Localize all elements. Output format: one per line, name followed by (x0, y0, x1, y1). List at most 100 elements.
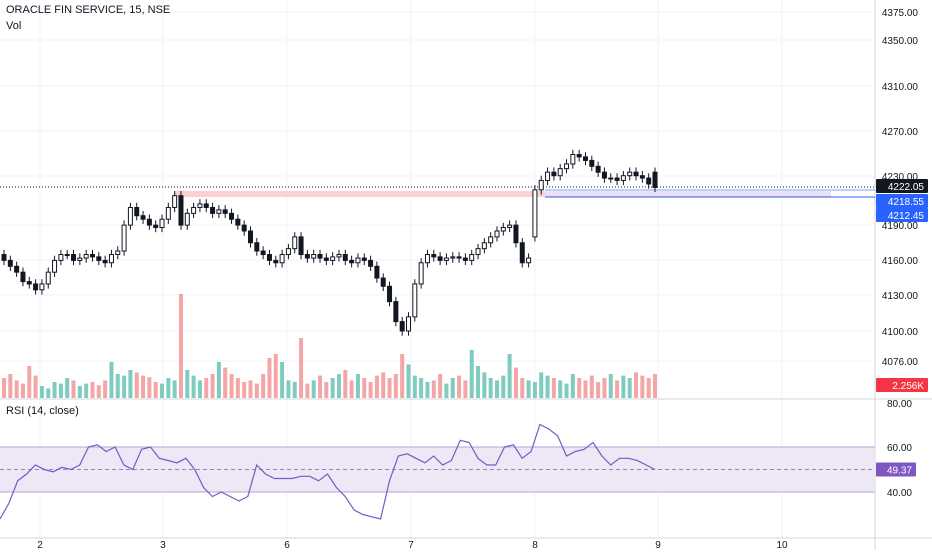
candle[interactable] (304, 254, 310, 259)
candle[interactable] (380, 277, 386, 287)
candle[interactable] (203, 203, 209, 208)
candle[interactable] (260, 250, 266, 256)
candle[interactable] (601, 171, 607, 179)
candle[interactable] (368, 259, 374, 267)
candle[interactable] (229, 212, 235, 220)
candle[interactable] (172, 195, 178, 208)
candle[interactable] (134, 206, 140, 217)
candle[interactable] (627, 171, 633, 177)
candle[interactable] (589, 159, 595, 167)
candle[interactable] (115, 250, 121, 256)
candle[interactable] (481, 242, 487, 250)
candle[interactable] (140, 215, 146, 220)
candle[interactable] (292, 236, 298, 250)
candle[interactable] (595, 165, 601, 173)
candle[interactable] (475, 248, 481, 256)
candle[interactable] (500, 226, 506, 232)
candle[interactable] (399, 321, 405, 332)
candle[interactable] (45, 271, 51, 285)
candle[interactable] (77, 257, 83, 261)
candle[interactable] (374, 265, 380, 279)
candle[interactable] (14, 265, 20, 273)
candle[interactable] (108, 254, 114, 264)
candle[interactable] (412, 283, 418, 318)
candle[interactable] (462, 257, 468, 261)
candle[interactable] (311, 254, 317, 259)
candle[interactable] (538, 179, 544, 191)
candle[interactable] (197, 203, 203, 208)
candle[interactable] (633, 171, 639, 177)
candle[interactable] (393, 301, 399, 323)
candle[interactable] (33, 283, 39, 291)
candle[interactable] (349, 259, 355, 264)
candle[interactable] (488, 236, 494, 244)
candle[interactable] (494, 230, 500, 238)
candle[interactable] (279, 254, 285, 264)
candle[interactable] (89, 254, 95, 258)
candle[interactable] (159, 218, 165, 228)
candle[interactable] (330, 256, 336, 261)
candle[interactable] (570, 154, 576, 165)
candle[interactable] (52, 259, 58, 273)
candle[interactable] (406, 316, 412, 332)
candle[interactable] (71, 254, 77, 261)
candle[interactable] (146, 218, 152, 226)
candle[interactable] (507, 224, 513, 228)
candle[interactable] (165, 206, 171, 220)
candle[interactable] (361, 257, 367, 261)
candle[interactable] (127, 206, 133, 226)
candle[interactable] (424, 254, 430, 264)
candle[interactable] (121, 224, 127, 252)
candle[interactable] (639, 175, 645, 179)
candle[interactable] (58, 254, 64, 261)
candle[interactable] (342, 254, 348, 261)
candle[interactable] (102, 259, 108, 264)
candle[interactable] (387, 285, 393, 303)
candle[interactable] (456, 256, 462, 259)
candle[interactable] (26, 281, 32, 285)
candle[interactable] (285, 248, 291, 256)
candle[interactable] (96, 256, 102, 261)
candle[interactable] (7, 259, 13, 267)
candle[interactable] (216, 209, 222, 214)
candle[interactable] (576, 154, 582, 158)
candle[interactable] (222, 209, 228, 214)
candle[interactable] (620, 175, 626, 181)
candle[interactable] (608, 177, 614, 180)
candle[interactable] (646, 177, 652, 185)
candle[interactable] (266, 254, 272, 261)
candle[interactable] (469, 254, 475, 261)
candle[interactable] (551, 171, 557, 177)
candle[interactable] (298, 236, 304, 256)
candle[interactable] (323, 257, 329, 261)
candle[interactable] (582, 156, 588, 161)
candle[interactable] (519, 242, 525, 264)
candle[interactable] (191, 206, 197, 214)
candle[interactable] (450, 256, 456, 259)
candle[interactable] (532, 189, 538, 238)
candle[interactable] (153, 224, 159, 228)
candle[interactable] (526, 257, 532, 264)
candle[interactable] (254, 242, 260, 252)
candle[interactable] (652, 171, 658, 188)
candle[interactable] (614, 177, 620, 181)
candle[interactable] (355, 257, 361, 264)
candle[interactable] (83, 254, 89, 259)
candle[interactable] (247, 230, 253, 244)
candle[interactable] (431, 254, 437, 258)
candle[interactable] (64, 254, 70, 257)
candle[interactable] (437, 256, 443, 261)
candle[interactable] (336, 254, 342, 258)
candle[interactable] (564, 163, 570, 170)
candle[interactable] (210, 206, 216, 214)
candle[interactable] (184, 212, 190, 226)
candle[interactable] (178, 195, 184, 226)
candle[interactable] (557, 168, 563, 177)
candle[interactable] (443, 257, 449, 261)
candle[interactable] (513, 224, 519, 244)
candle[interactable] (317, 254, 323, 259)
candle[interactable] (20, 271, 26, 283)
candle[interactable] (273, 259, 279, 264)
